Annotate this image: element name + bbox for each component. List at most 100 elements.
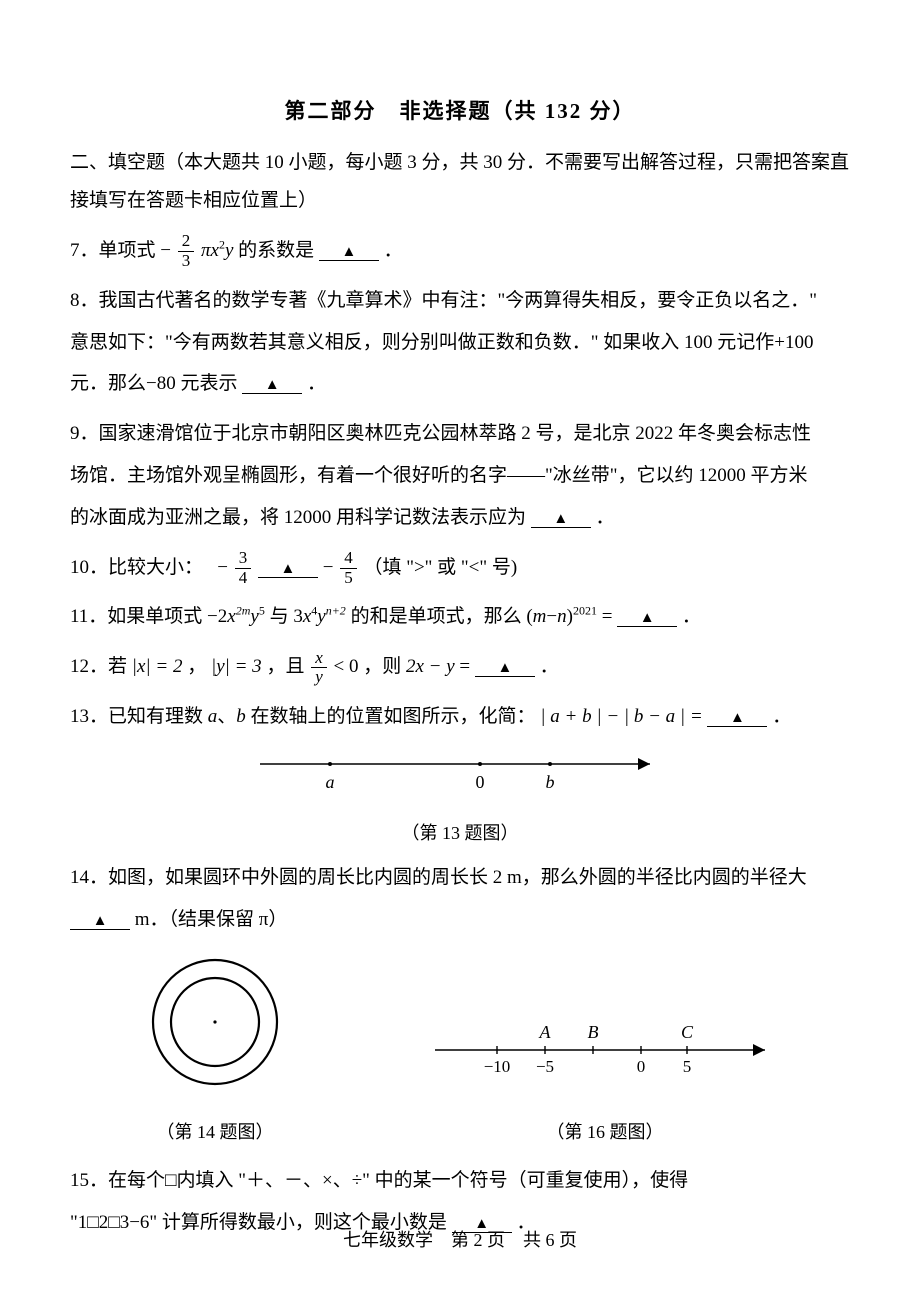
q12-mid: ，则 xyxy=(363,656,401,677)
q12-frac-den: y xyxy=(311,668,327,687)
q10-f1-num: 3 xyxy=(235,549,252,569)
question-7: 7．单项式 − 2 3 πx2y 的系数是 ▲ ． xyxy=(70,230,850,272)
q8-line3-prefix: 元．那么−80 元表示 xyxy=(70,373,237,394)
q8-line2: 意思如下："今有两数若其意义相反，则分别叫做正数和负数．" 如果收入 100 元… xyxy=(70,322,850,364)
q10-frac2: 4 5 xyxy=(340,549,357,587)
q13-mid1: 、 xyxy=(217,706,236,727)
q11-t1a: −2 xyxy=(207,606,227,627)
q16-numberline-svg: A B C −10 −5 0 5 xyxy=(425,1010,785,1100)
q11-t1xe: 2m xyxy=(236,604,251,618)
q12-absy: |y| = 3 xyxy=(211,656,262,677)
q10-f2-num: 4 xyxy=(340,549,357,569)
q8-blank: ▲ xyxy=(242,374,302,394)
q13-numberline-svg: a 0 b xyxy=(250,746,670,801)
page-footer: 七年级数学 第 2 页 共 6 页 xyxy=(0,1226,920,1252)
q10-suffix: （填 ">" 或 "<" 号) xyxy=(363,557,517,578)
q12-lt: < 0 xyxy=(334,656,359,677)
q11-eq: = xyxy=(602,606,617,627)
q10-neg1: − xyxy=(217,557,228,578)
blank-marker: ▲ xyxy=(497,660,512,676)
q11-t2x: x xyxy=(303,606,311,627)
q7-blank: ▲ xyxy=(319,241,379,261)
q13-prefix: 13．已知有理数 xyxy=(70,706,208,727)
q16-label-C: C xyxy=(681,1022,694,1042)
question-14: 14．如图，如果圆环中外圆的周长比内圆的周长长 2 m，那么外圆的半径比内圆的半… xyxy=(70,857,850,941)
q8-line3: 元．那么−80 元表示 ▲ ． xyxy=(70,363,850,405)
q13-label-b: b xyxy=(546,772,555,792)
q16-tick-5: 5 xyxy=(683,1057,692,1076)
q16-label-A: A xyxy=(539,1022,552,1042)
question-11: 11．如果单项式 −2x2my5 与 3x4yn+2 的和是单项式，那么 (m−… xyxy=(70,596,850,638)
question-8: 8．我国古代著名的数学专著《九章算术》中有注："今两算得失相反，要令正负以名之．… xyxy=(70,280,850,405)
blank-marker: ▲ xyxy=(265,377,280,393)
section-title: 第二部分 非选择题（共 132 分） xyxy=(70,90,850,132)
q14-rings-svg xyxy=(135,950,295,1100)
exam-page: 第二部分 非选择题（共 132 分） 二、填空题（本大题共 10 小题，每小题 … xyxy=(0,0,920,1302)
q16-tick-m10: −10 xyxy=(484,1057,511,1076)
q12-absx: |x| = 2 xyxy=(132,656,183,677)
q10-neg2: − xyxy=(323,557,334,578)
q13-figure: a 0 b （第 13 题图） xyxy=(70,746,850,851)
q7-pi: π xyxy=(201,240,211,261)
q7-frac-num: 2 xyxy=(178,232,195,252)
q7-end: ． xyxy=(384,240,403,261)
q11-pow: 2021 xyxy=(573,604,597,618)
q11-prefix: 11．如果单项式 xyxy=(70,606,202,627)
q13-end: ． xyxy=(772,706,791,727)
q7-suffix: 的系数是 xyxy=(238,240,314,261)
blank-marker: ▲ xyxy=(640,610,655,626)
q8-line1: 8．我国古代著名的数学专著《九章算术》中有注："今两算得失相反，要令正负以名之．… xyxy=(70,280,850,322)
q11-blank: ▲ xyxy=(617,607,677,627)
blank-marker: ▲ xyxy=(553,511,568,527)
q11-t2ye: n+2 xyxy=(326,604,346,618)
q12-eq: = xyxy=(459,656,474,677)
q14-caption: （第 14 题图） xyxy=(135,1114,295,1150)
q8-line3-end: ． xyxy=(307,373,326,394)
q10-f2-den: 5 xyxy=(340,569,357,588)
q13-expr: | a + b | − | b − a | = xyxy=(540,706,702,727)
q14-line2-suffix: m．（结果保留 π） xyxy=(135,909,288,930)
q11-t2y: y xyxy=(317,606,325,627)
q16-tick-0: 0 xyxy=(637,1057,646,1076)
q14-blank: ▲ xyxy=(70,910,130,930)
q7-frac-den: 3 xyxy=(178,252,195,271)
blank-marker: ▲ xyxy=(730,710,745,726)
question-10: 10．比较大小： − 3 4 ▲ − 4 5 （填 ">" 或 "<" 号) xyxy=(70,547,850,589)
q12-expr: 2x − y xyxy=(406,656,455,677)
q14-line2: ▲ m．（结果保留 π） xyxy=(70,899,850,941)
q16-caption: （第 16 题图） xyxy=(425,1114,785,1150)
q7-prefix: 7．单项式 xyxy=(70,240,156,261)
q14-figure: （第 14 题图） xyxy=(135,950,295,1150)
q11-mid2: 的和是单项式，那么 xyxy=(351,606,522,627)
q11-m: m xyxy=(533,606,547,627)
section-instructions: 二、填空题（本大题共 10 小题，每小题 3 分，共 30 分．不需要写出解答过… xyxy=(70,144,850,220)
figures-row: （第 14 题图） A B C −10 −5 0 5 （第 16 题图） xyxy=(70,950,850,1150)
q13-b: b xyxy=(236,706,246,727)
q11-t1ye: 5 xyxy=(259,604,265,618)
q9-line3: 的冰面成为亚洲之最，将 12000 用科学记数法表示应为 ▲ ． xyxy=(70,497,850,539)
q13-caption: （第 13 题图） xyxy=(70,815,850,851)
blank-marker: ▲ xyxy=(341,244,356,260)
q12-c2: ，且 xyxy=(266,656,304,677)
q16-figure: A B C −10 −5 0 5 （第 16 题图） xyxy=(425,1010,785,1150)
q11-t1x: x xyxy=(227,606,235,627)
q11-t1y: y xyxy=(250,606,258,627)
q10-prefix: 10．比较大小： xyxy=(70,557,213,578)
q12-frac: x y xyxy=(311,649,327,687)
q13-label-0: 0 xyxy=(476,772,485,792)
question-12: 12．若 |x| = 2 ， |y| = 3 ，且 x y < 0 ，则 2x … xyxy=(70,646,850,688)
q10-f1-den: 4 xyxy=(235,569,252,588)
q12-prefix: 12．若 xyxy=(70,656,127,677)
q7-neg: − xyxy=(160,240,171,261)
q12-frac-num: x xyxy=(311,649,327,669)
q9-blank: ▲ xyxy=(531,508,591,528)
q13-mid2: 在数轴上的位置如图所示，化简： xyxy=(246,706,536,727)
q11-end: ． xyxy=(682,606,701,627)
q7-fraction: 2 3 xyxy=(178,232,195,270)
q13-a: a xyxy=(208,706,218,727)
q12-blank: ▲ xyxy=(475,657,535,677)
q9-line3-end: ． xyxy=(596,507,615,528)
blank-marker: ▲ xyxy=(93,913,108,929)
q11-mid1: 与 xyxy=(270,606,289,627)
q14-line1: 14．如图，如果圆环中外圆的周长比内圆的周长长 2 m，那么外圆的半径比内圆的半… xyxy=(70,857,850,899)
